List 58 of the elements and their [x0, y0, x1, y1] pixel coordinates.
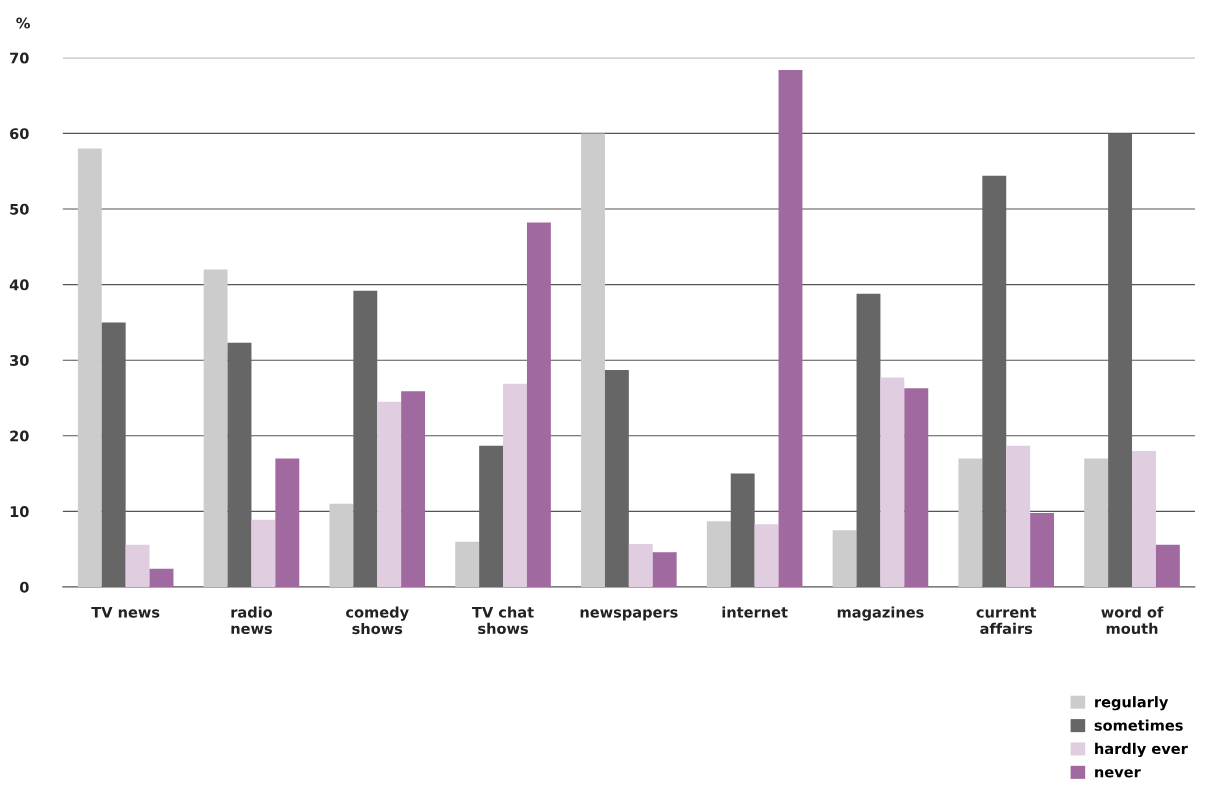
bar — [149, 568, 174, 587]
bar — [203, 269, 228, 587]
bar — [1132, 450, 1156, 587]
bar — [856, 293, 881, 587]
bar — [455, 541, 480, 587]
bar — [754, 524, 779, 587]
x-tick-label: newspapers — [580, 609, 678, 621]
bar — [604, 370, 629, 587]
bar — [526, 222, 551, 587]
legend-label: hardly ever — [1095, 742, 1188, 758]
x-tick-label: word of mouth — [1101, 606, 1164, 635]
x-tick-label: radio news — [231, 606, 273, 635]
bar — [1108, 133, 1133, 587]
bar — [880, 377, 905, 587]
legend-label: sometimes — [1094, 719, 1183, 731]
bar — [652, 552, 677, 587]
x-tick-label: TV news — [91, 606, 160, 618]
bar — [958, 458, 983, 587]
x-tick-label: magazines — [837, 606, 924, 621]
bar — [1006, 445, 1031, 587]
bar — [778, 69, 803, 587]
y-axis-title: % — [16, 17, 30, 29]
bar — [730, 473, 755, 587]
legend-label: never — [1095, 769, 1141, 778]
bar — [101, 322, 126, 587]
bar — [401, 391, 426, 587]
bar — [1030, 512, 1055, 587]
y-tick-label: 50 — [10, 203, 29, 215]
y-tick-label: 40 — [9, 279, 29, 291]
x-tick-label: internet — [722, 606, 788, 618]
bar — [275, 458, 300, 587]
y-tick-label: 0 — [19, 581, 29, 593]
bar — [832, 530, 857, 587]
x-tick-label: TV chat shows — [472, 606, 534, 635]
x-tick-label: current affairs — [976, 607, 1037, 635]
bar — [353, 290, 378, 587]
y-tick-label: 60 — [10, 128, 29, 140]
y-tick-label: 10 — [10, 506, 29, 518]
bar — [1084, 458, 1109, 587]
bar — [904, 388, 929, 587]
legend-label: regularly — [1095, 696, 1169, 711]
bar — [706, 521, 731, 587]
bar — [982, 175, 1007, 587]
bar — [227, 342, 252, 587]
bar — [251, 519, 276, 587]
bar — [1155, 544, 1180, 587]
y-tick-label: 30 — [10, 354, 29, 366]
bar — [503, 383, 527, 587]
x-tick-label: comedy shows — [346, 606, 409, 635]
y-tick-label: 20 — [10, 430, 29, 442]
bar — [77, 148, 102, 587]
bar — [479, 445, 504, 587]
bar — [581, 133, 605, 587]
bar — [125, 544, 150, 587]
bar — [377, 401, 402, 587]
bar — [628, 543, 653, 587]
y-tick-label: 70 — [10, 52, 29, 64]
bar — [329, 503, 354, 587]
